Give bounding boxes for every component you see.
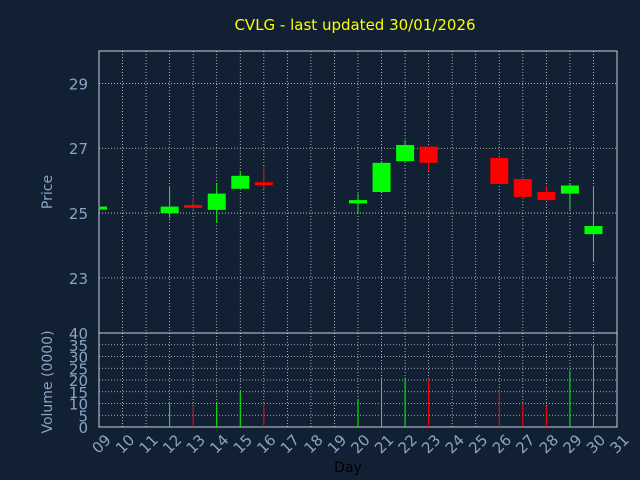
x-tick-label: 16	[253, 431, 279, 457]
price-tick-label: 29	[69, 75, 88, 93]
candle-body	[584, 226, 603, 235]
candle-body	[99, 206, 107, 210]
volume-tick-label: 0	[78, 419, 88, 437]
x-tick-label: 11	[136, 431, 162, 457]
x-tick-label: 19	[324, 431, 350, 457]
x-tick-label: 23	[418, 431, 444, 457]
x-tick-label: 14	[206, 431, 232, 457]
price-tick-label: 25	[69, 205, 88, 223]
x-tick-label: 09	[89, 431, 115, 457]
candle-body	[160, 206, 179, 214]
volume-tick-label: 10	[69, 396, 88, 414]
chart-title: CVLG - last updated 30/01/2026	[234, 16, 475, 34]
price-tick-label: 23	[69, 270, 88, 288]
volume-tick-label: 25	[69, 360, 88, 378]
x-tick-label: 18	[300, 431, 326, 457]
x-tick-label: 26	[489, 431, 515, 457]
candle-body	[490, 157, 509, 184]
price-panel: 23 25 27 29	[69, 50, 618, 334]
x-tick-label: 30	[583, 431, 609, 457]
volume-tick-label: 30	[69, 349, 88, 367]
volume-tick-label: 5	[78, 407, 88, 425]
price-tick-label: 27	[69, 140, 88, 158]
x-tick-label: 28	[536, 431, 562, 457]
x-tick-label: 12	[159, 431, 185, 457]
candle-body	[231, 175, 250, 189]
x-tick-label: 20	[348, 431, 374, 457]
x-tick-label: 13	[183, 431, 209, 457]
x-axis-label: Day	[334, 460, 362, 476]
candle-body	[537, 192, 556, 201]
volume-tick-label: 35	[69, 337, 88, 355]
x-tick-label: 17	[277, 431, 303, 457]
x-tick-label: 10	[112, 431, 138, 457]
x-tick-label: 24	[442, 431, 468, 457]
candle-body	[396, 145, 415, 162]
volume-tick-label: 40	[69, 325, 88, 343]
candle-body	[349, 200, 367, 204]
candle-body	[560, 185, 579, 194]
candle-body	[513, 179, 532, 197]
x-tick-label: 21	[371, 431, 397, 457]
x-tick-label: 27	[512, 431, 538, 457]
volume-tick-label: 15	[69, 384, 88, 402]
price-axis-label: Price	[40, 175, 56, 209]
x-tick-label: 25	[465, 431, 491, 457]
candle-body	[254, 182, 273, 186]
x-tick-label: 15	[230, 431, 256, 457]
x-tick-label: 31	[607, 431, 633, 457]
candle-body	[207, 193, 226, 210]
x-tick-label: 22	[395, 431, 421, 457]
candle-body	[372, 162, 391, 192]
x-axis: 0910111213141516171819202122232425262728…	[89, 431, 633, 457]
volume-tick-label: 20	[69, 372, 88, 390]
volume-axis-label: Volume (0000)	[40, 330, 56, 433]
candle-body	[184, 204, 203, 208]
x-tick-label: 29	[559, 431, 585, 457]
candle-body	[419, 146, 438, 163]
